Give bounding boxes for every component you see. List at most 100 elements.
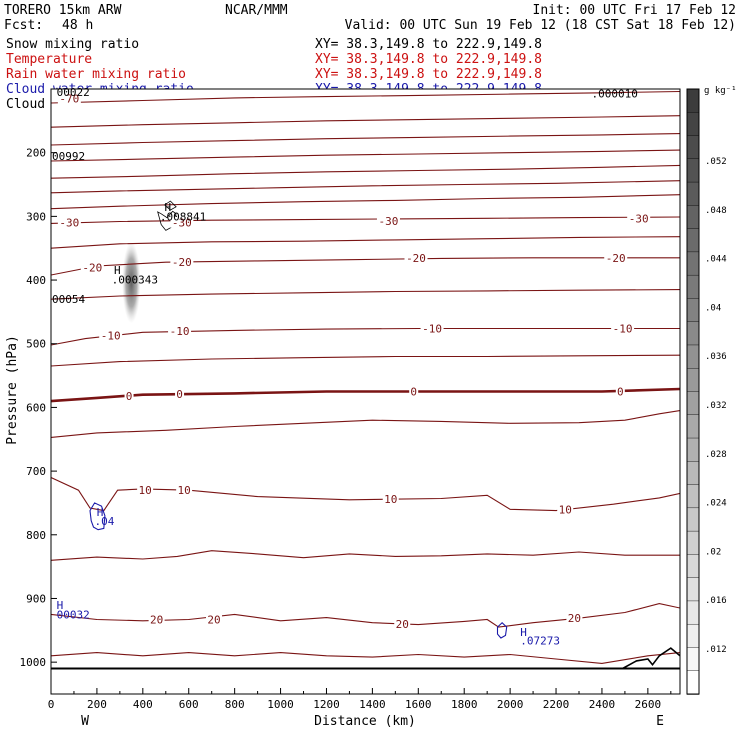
y-tick-label: 400 (26, 274, 46, 287)
isotherm-line (51, 90, 680, 104)
isotherm-label-bg (57, 216, 81, 228)
rain-contour (157, 210, 177, 231)
valid-time: Valid: 00 UTC Sun 19 Feb 12 (18 CST Sat … (345, 18, 736, 33)
extremum-label: .000343 (112, 273, 158, 286)
isotherm-label: -10 (422, 322, 442, 335)
x-axis-label: Distance (km) (314, 714, 416, 729)
isotherm-line (51, 149, 680, 162)
extremum-label: H (164, 201, 171, 214)
isotherm-label: -10 (613, 322, 633, 335)
isotherm-label: -10 (101, 329, 121, 342)
x-tick-label: 200 (87, 698, 107, 711)
y-tick-label: 300 (26, 210, 46, 223)
colorbar-swatch (686, 321, 700, 346)
colorbar-swatch (686, 623, 700, 649)
extremum-label: .008841 (160, 210, 206, 223)
isotherm-label: 10 (384, 493, 397, 506)
colorbar-swatch (686, 414, 700, 439)
terrain-ridge (622, 647, 680, 670)
y-tick-label: 600 (26, 401, 46, 414)
isotherm-label: 20 (396, 618, 409, 631)
isotherm-label: 10 (559, 503, 572, 516)
extremum-label: 00032 (57, 608, 90, 621)
center-title: NCAR/MMM (225, 3, 288, 18)
isotherm-label: 0 (617, 386, 624, 399)
colorbar-swatch (686, 647, 700, 672)
colorbar-swatch (686, 228, 700, 253)
isotherm-line (51, 387, 680, 403)
x-tick-label: 1000 (267, 698, 294, 711)
isotherm-label: 10 (138, 484, 151, 497)
colorbar-unit: g kg⁻¹ (704, 86, 737, 96)
legend-field-xy: XY= 38.3,149.8 to 222.9,149.8 (315, 37, 542, 52)
forecast-hours: 48 h (62, 18, 93, 33)
isotherm-label: -20 (82, 261, 102, 274)
extremum-label: 00054 (52, 293, 85, 306)
x-tick-label: 0 (48, 698, 55, 711)
colorbar-tick-label: .048 (705, 206, 727, 216)
extremum-label: .000010 (591, 87, 637, 100)
colorbar-tick-label: .028 (705, 450, 727, 460)
y-tick-label: 500 (26, 338, 46, 351)
legend-field-name: Temperature (6, 52, 92, 67)
x-end-label-west: W (81, 714, 89, 729)
isotherm-label-bg (420, 322, 444, 334)
isotherm-label-bg (394, 617, 411, 629)
isotherm-label: 0 (410, 386, 417, 399)
isotherm-label: -30 (379, 215, 399, 228)
x-tick-label: 2400 (589, 698, 616, 711)
colorbar-tick-label: .052 (705, 157, 727, 167)
isotherm-line (51, 133, 680, 146)
colorbar-swatch (686, 670, 700, 695)
colorbar-swatch (686, 530, 700, 556)
isotherm-label-bg (170, 256, 194, 268)
isotherm-label: -20 (406, 252, 426, 265)
colorbar-swatch (686, 274, 700, 300)
colorbar-swatch (686, 158, 700, 183)
y-tick-label: 700 (26, 465, 46, 478)
isotherm-line (51, 236, 680, 249)
isotherm-line (51, 115, 680, 128)
isotherm-label-bg (170, 216, 194, 228)
colorbar-swatch (686, 181, 700, 207)
extremum-label: .07273 (520, 635, 560, 648)
x-tick-label: 1200 (313, 698, 340, 711)
colorbar-tick-label: .036 (705, 352, 727, 362)
colorbar-swatch (686, 461, 700, 486)
isotherm-label: -70 (59, 93, 79, 106)
isotherm-label-bg (148, 613, 165, 625)
x-end-label-east: E (656, 714, 664, 729)
isotherm-label: -20 (606, 252, 626, 265)
colorbar-swatch (686, 368, 700, 393)
colorbar-swatch (686, 437, 700, 463)
isotherm-label-bg (409, 385, 419, 397)
x-tick-label: 800 (225, 698, 245, 711)
isotherm-label-bg (175, 388, 185, 400)
isotherm-line (51, 354, 680, 367)
snow-shading (122, 241, 141, 324)
extremum-label: H (57, 599, 64, 612)
forecast-label: Fcst: (4, 18, 43, 33)
isotherm-label: 0 (126, 390, 133, 403)
isotherm-label-bg (124, 389, 134, 401)
legend-field-name: Snow mixing ratio (6, 37, 139, 52)
isotherm-label: 20 (207, 613, 220, 626)
extremum-label: 00022 (57, 86, 90, 99)
colorbar-tick-label: .044 (705, 255, 727, 265)
legend-field-xy: XY= 38.3,149.8 to 222.9,149.8 (315, 67, 542, 82)
isotherm-label-bg (99, 329, 123, 341)
x-tick-label: 600 (179, 698, 199, 711)
isotherm-line (51, 164, 680, 179)
colorbar-tick-label: .012 (705, 645, 727, 655)
x-tick-label: 2200 (543, 698, 570, 711)
rain-contour (163, 200, 177, 211)
isotherm-label-bg (604, 251, 628, 263)
isotherm-line (51, 477, 680, 512)
plot-frame (50, 88, 681, 695)
cloud-water-contour (89, 502, 106, 531)
colorbar-tick-label: .032 (705, 401, 727, 411)
y-tick-label: 800 (26, 529, 46, 542)
isotherm-label: -20 (172, 256, 192, 269)
colorbar-swatch (686, 577, 700, 602)
isotherm-line (51, 257, 680, 276)
